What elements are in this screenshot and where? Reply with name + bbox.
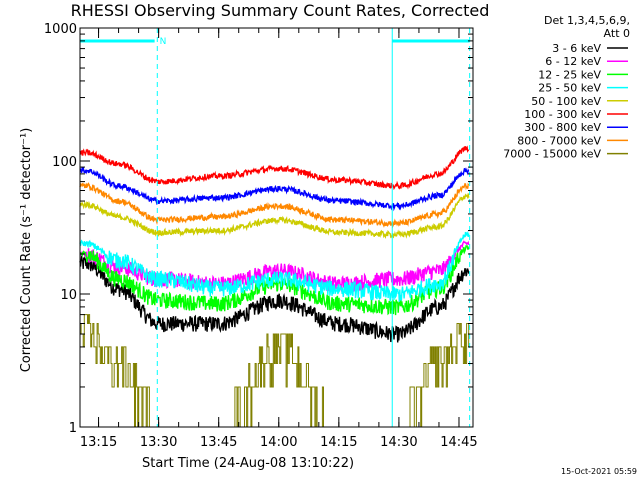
legend-entry-label: 300 - 800 keV bbox=[524, 121, 601, 134]
y-tick-label: 1 bbox=[69, 421, 77, 436]
x-tick-label: 14:30 bbox=[380, 435, 417, 450]
y-axis: 1 10 100 1000 bbox=[44, 22, 473, 436]
x-tick-label: 13:45 bbox=[200, 435, 237, 450]
legend-entry-label: 3 - 6 keV bbox=[552, 42, 601, 55]
legend-entry-label: 50 - 100 keV bbox=[531, 95, 601, 108]
x-axis-label: Start Time (24-Aug-08 13:10:22) bbox=[142, 456, 354, 471]
x-tick-label: 14:00 bbox=[260, 435, 297, 450]
y-tick-label: 10 bbox=[60, 288, 77, 303]
y-tick-label: 100 bbox=[52, 155, 77, 170]
x-tick-label: 13:15 bbox=[80, 435, 117, 450]
series-line bbox=[79, 145, 470, 191]
y-axis-label: Corrected Count Rate (s⁻¹ detector⁻¹) bbox=[19, 128, 34, 373]
legend-header-line-1: Det 1,3,4,5,6,9, bbox=[544, 14, 630, 27]
series-line bbox=[79, 182, 470, 229]
chart-title: RHESSI Observing Summary Count Rates, Co… bbox=[71, 1, 490, 20]
series-line bbox=[79, 166, 470, 212]
legend-entry-label: 800 - 7000 keV bbox=[517, 134, 601, 147]
legend-entry-label: 12 - 25 keV bbox=[538, 68, 601, 81]
x-tick-label: 14:45 bbox=[440, 435, 477, 450]
night-flag-label: N bbox=[160, 37, 167, 47]
series-line bbox=[79, 255, 470, 343]
y-tick-label: 1000 bbox=[44, 22, 77, 37]
plot-area: N bbox=[79, 27, 474, 428]
legend-entry-label: 25 - 50 keV bbox=[538, 82, 601, 95]
series-line bbox=[79, 245, 470, 316]
plot-frame bbox=[79, 27, 474, 428]
x-tick-label: 13:30 bbox=[140, 435, 177, 450]
generation-timestamp: 15-Oct-2021 05:59 bbox=[561, 467, 637, 476]
series-line bbox=[79, 230, 470, 302]
legend-entry-label: 7000 - 15000 keV bbox=[503, 148, 601, 161]
series-line bbox=[80, 314, 470, 428]
legend-entry-label: 6 - 12 keV bbox=[545, 55, 601, 68]
legend-entry-label: 100 - 300 keV bbox=[524, 108, 601, 121]
x-axis: 13:15 13:30 13:45 14:00 14:15 14:30 14:45 bbox=[80, 28, 478, 450]
plot-background bbox=[80, 28, 473, 427]
series-layer bbox=[79, 145, 470, 428]
legend-header-line-2: Att 0 bbox=[604, 27, 630, 40]
x-tick-label: 14:15 bbox=[320, 435, 357, 450]
series-line bbox=[79, 193, 470, 240]
